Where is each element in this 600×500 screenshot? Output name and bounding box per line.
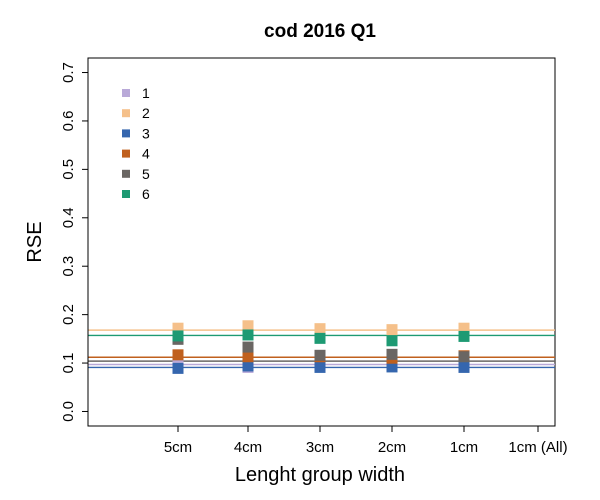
legend: 1 2 3 4 5 6 <box>122 85 150 202</box>
legend-swatch <box>122 190 130 198</box>
y-tick-label: 0.4 <box>60 207 77 228</box>
x-tick-label: 1cm <box>450 439 478 456</box>
legend-label: 5 <box>142 166 150 182</box>
data-points <box>172 320 470 374</box>
reference-lines <box>88 329 555 369</box>
legend-label: 3 <box>142 125 150 141</box>
data-point <box>242 351 254 363</box>
y-axis: 0.0 0.1 0.2 0.3 0.4 0.5 0.6 0.7 <box>60 62 89 422</box>
legend-swatch <box>122 129 130 138</box>
x-axis-label: Lenght group width <box>235 464 405 486</box>
data-point <box>386 324 398 336</box>
x-axis: 5cm 4cm 3cm 2cm 1cm 1cm (All) <box>164 425 568 456</box>
data-point <box>386 348 398 360</box>
y-tick-label: 0.3 <box>60 256 77 277</box>
data-point <box>172 322 184 334</box>
x-tick-label: 5cm <box>164 439 192 456</box>
legend-swatch <box>122 149 130 158</box>
legend-swatch <box>122 89 130 97</box>
x-tick-label: 4cm <box>234 439 262 456</box>
data-point <box>172 349 184 361</box>
data-point <box>314 349 326 361</box>
x-tick-label: 1cm (All) <box>508 439 567 456</box>
data-point <box>458 351 470 363</box>
legend-label: 1 <box>142 85 150 101</box>
data-point <box>242 360 254 372</box>
legend-label: 2 <box>142 105 150 121</box>
y-tick-label: 0.5 <box>60 159 77 180</box>
y-tick-label: 0.0 <box>60 401 77 422</box>
data-point <box>242 341 254 353</box>
y-tick-label: 0.6 <box>60 111 77 132</box>
data-point <box>458 330 470 342</box>
data-point <box>386 361 398 373</box>
data-point <box>458 361 470 373</box>
legend-label: 4 <box>142 146 150 162</box>
chart-title: cod 2016 Q1 <box>264 21 376 42</box>
data-point <box>458 322 470 334</box>
y-axis-label: RSE <box>24 221 46 262</box>
x-tick-label: 2cm <box>378 439 406 456</box>
y-tick-label: 0.1 <box>60 353 77 374</box>
data-point <box>242 320 254 332</box>
legend-label: 6 <box>142 186 150 202</box>
data-point <box>172 330 184 342</box>
x-tick-label: 3cm <box>306 439 334 456</box>
data-point <box>386 335 398 347</box>
data-point <box>242 329 254 341</box>
legend-swatch <box>122 109 130 118</box>
y-tick-label: 0.2 <box>60 304 77 325</box>
data-point <box>314 361 326 373</box>
data-point <box>314 332 326 344</box>
y-tick-label: 0.7 <box>60 62 77 83</box>
legend-swatch <box>122 169 130 178</box>
data-point <box>172 362 184 374</box>
data-point <box>314 323 326 335</box>
